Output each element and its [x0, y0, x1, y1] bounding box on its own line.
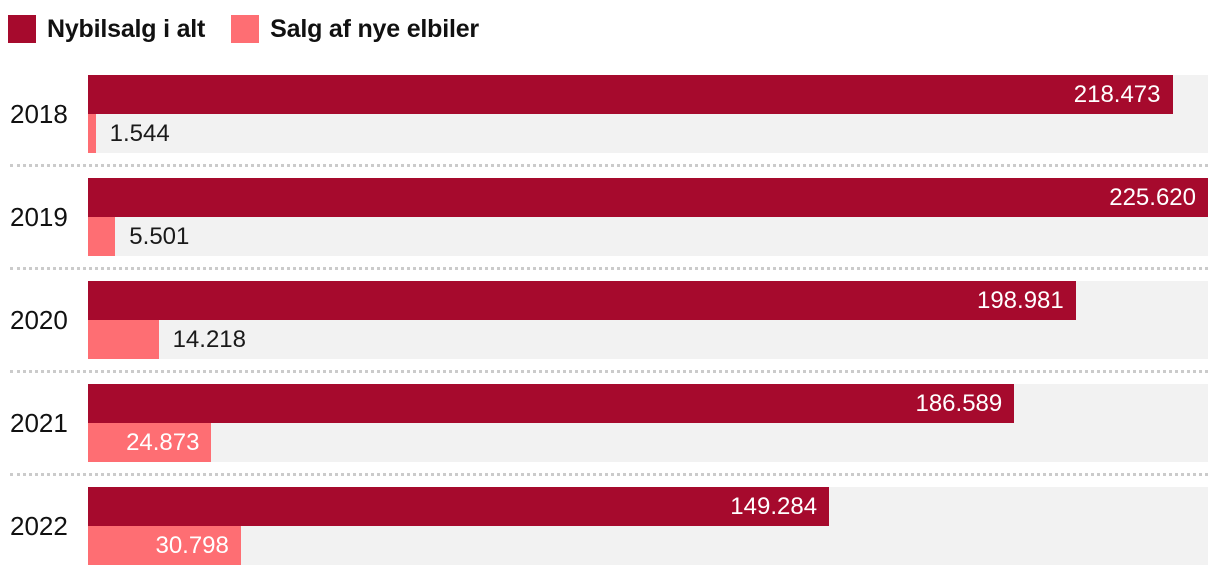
total-bar-slot: 149.284 — [88, 487, 1208, 526]
ev-bar — [88, 217, 116, 256]
bar-track: 225.620 5.501 — [88, 178, 1208, 256]
ev-bar-slot: 24.873 — [88, 423, 1208, 462]
chart-row: 2020 198.981 14.218 — [10, 281, 1208, 359]
year-label: 2020 — [10, 304, 68, 335]
chart-row: 2022 149.284 30.798 — [10, 487, 1208, 565]
year-label: 2022 — [10, 510, 68, 541]
ev-value-label: 14.218 — [172, 325, 246, 353]
ev-value-label: 1.544 — [109, 119, 170, 147]
legend-label: Nybilsalg i alt — [47, 14, 206, 43]
total-bar-slot: 218.473 — [88, 75, 1208, 114]
chart-row: 2019 225.620 5.501 — [10, 178, 1208, 256]
legend: Nybilsalg i alt Salg af nye elbiler — [8, 14, 1208, 44]
ev-bar — [88, 320, 159, 359]
ev-bar-slot: 1.544 — [88, 114, 1208, 153]
ev-value-label: 24.873 — [126, 428, 200, 456]
row-separator — [10, 370, 1208, 373]
legend-color-swatch-icon — [231, 15, 260, 43]
total-bar: 218.473 — [88, 75, 1173, 114]
ev-bar-slot: 14.218 — [88, 320, 1208, 359]
bar-track: 198.981 14.218 — [88, 281, 1208, 359]
ev-bar — [88, 114, 96, 153]
legend-item: Salg af nye elbiler — [231, 15, 479, 44]
ev-bar-slot: 30.798 — [88, 526, 1208, 565]
row-separator — [10, 267, 1208, 270]
total-bar-slot: 225.620 — [88, 178, 1208, 217]
bar-track: 149.284 30.798 — [88, 487, 1208, 565]
total-value-label: 186.589 — [915, 389, 1003, 417]
total-bar: 186.589 — [88, 384, 1015, 423]
year-label: 2019 — [10, 201, 68, 232]
year-label: 2021 — [10, 407, 68, 438]
row-separator — [10, 473, 1208, 476]
ev-bar: 24.873 — [88, 423, 212, 462]
row-separator — [10, 164, 1208, 167]
ev-bar-slot: 5.501 — [88, 217, 1208, 256]
bar-chart: 2018 218.473 1.544 2019 225.620 5.501 — [10, 75, 1208, 565]
total-value-label: 198.981 — [976, 286, 1064, 314]
bar-track: 218.473 1.544 — [88, 75, 1208, 153]
year-label: 2018 — [10, 98, 68, 129]
ev-value-label: 30.798 — [155, 531, 229, 559]
chart-row: 2018 218.473 1.544 — [10, 75, 1208, 153]
ev-bar: 30.798 — [88, 526, 241, 565]
bar-track: 186.589 24.873 — [88, 384, 1208, 462]
total-bar: 225.620 — [88, 178, 1208, 217]
legend-label: Salg af nye elbiler — [270, 14, 479, 43]
total-value-label: 218.473 — [1073, 80, 1161, 108]
legend-item: Nybilsalg i alt — [8, 15, 205, 44]
total-bar: 198.981 — [88, 281, 1076, 320]
total-bar-slot: 198.981 — [88, 281, 1208, 320]
total-bar: 149.284 — [88, 487, 830, 526]
total-bar-slot: 186.589 — [88, 384, 1208, 423]
ev-value-label: 5.501 — [129, 222, 190, 250]
total-value-label: 149.284 — [730, 492, 818, 520]
legend-color-swatch-icon — [8, 15, 36, 43]
total-value-label: 225.620 — [1109, 183, 1196, 211]
chart-row: 2021 186.589 24.873 — [10, 384, 1208, 462]
